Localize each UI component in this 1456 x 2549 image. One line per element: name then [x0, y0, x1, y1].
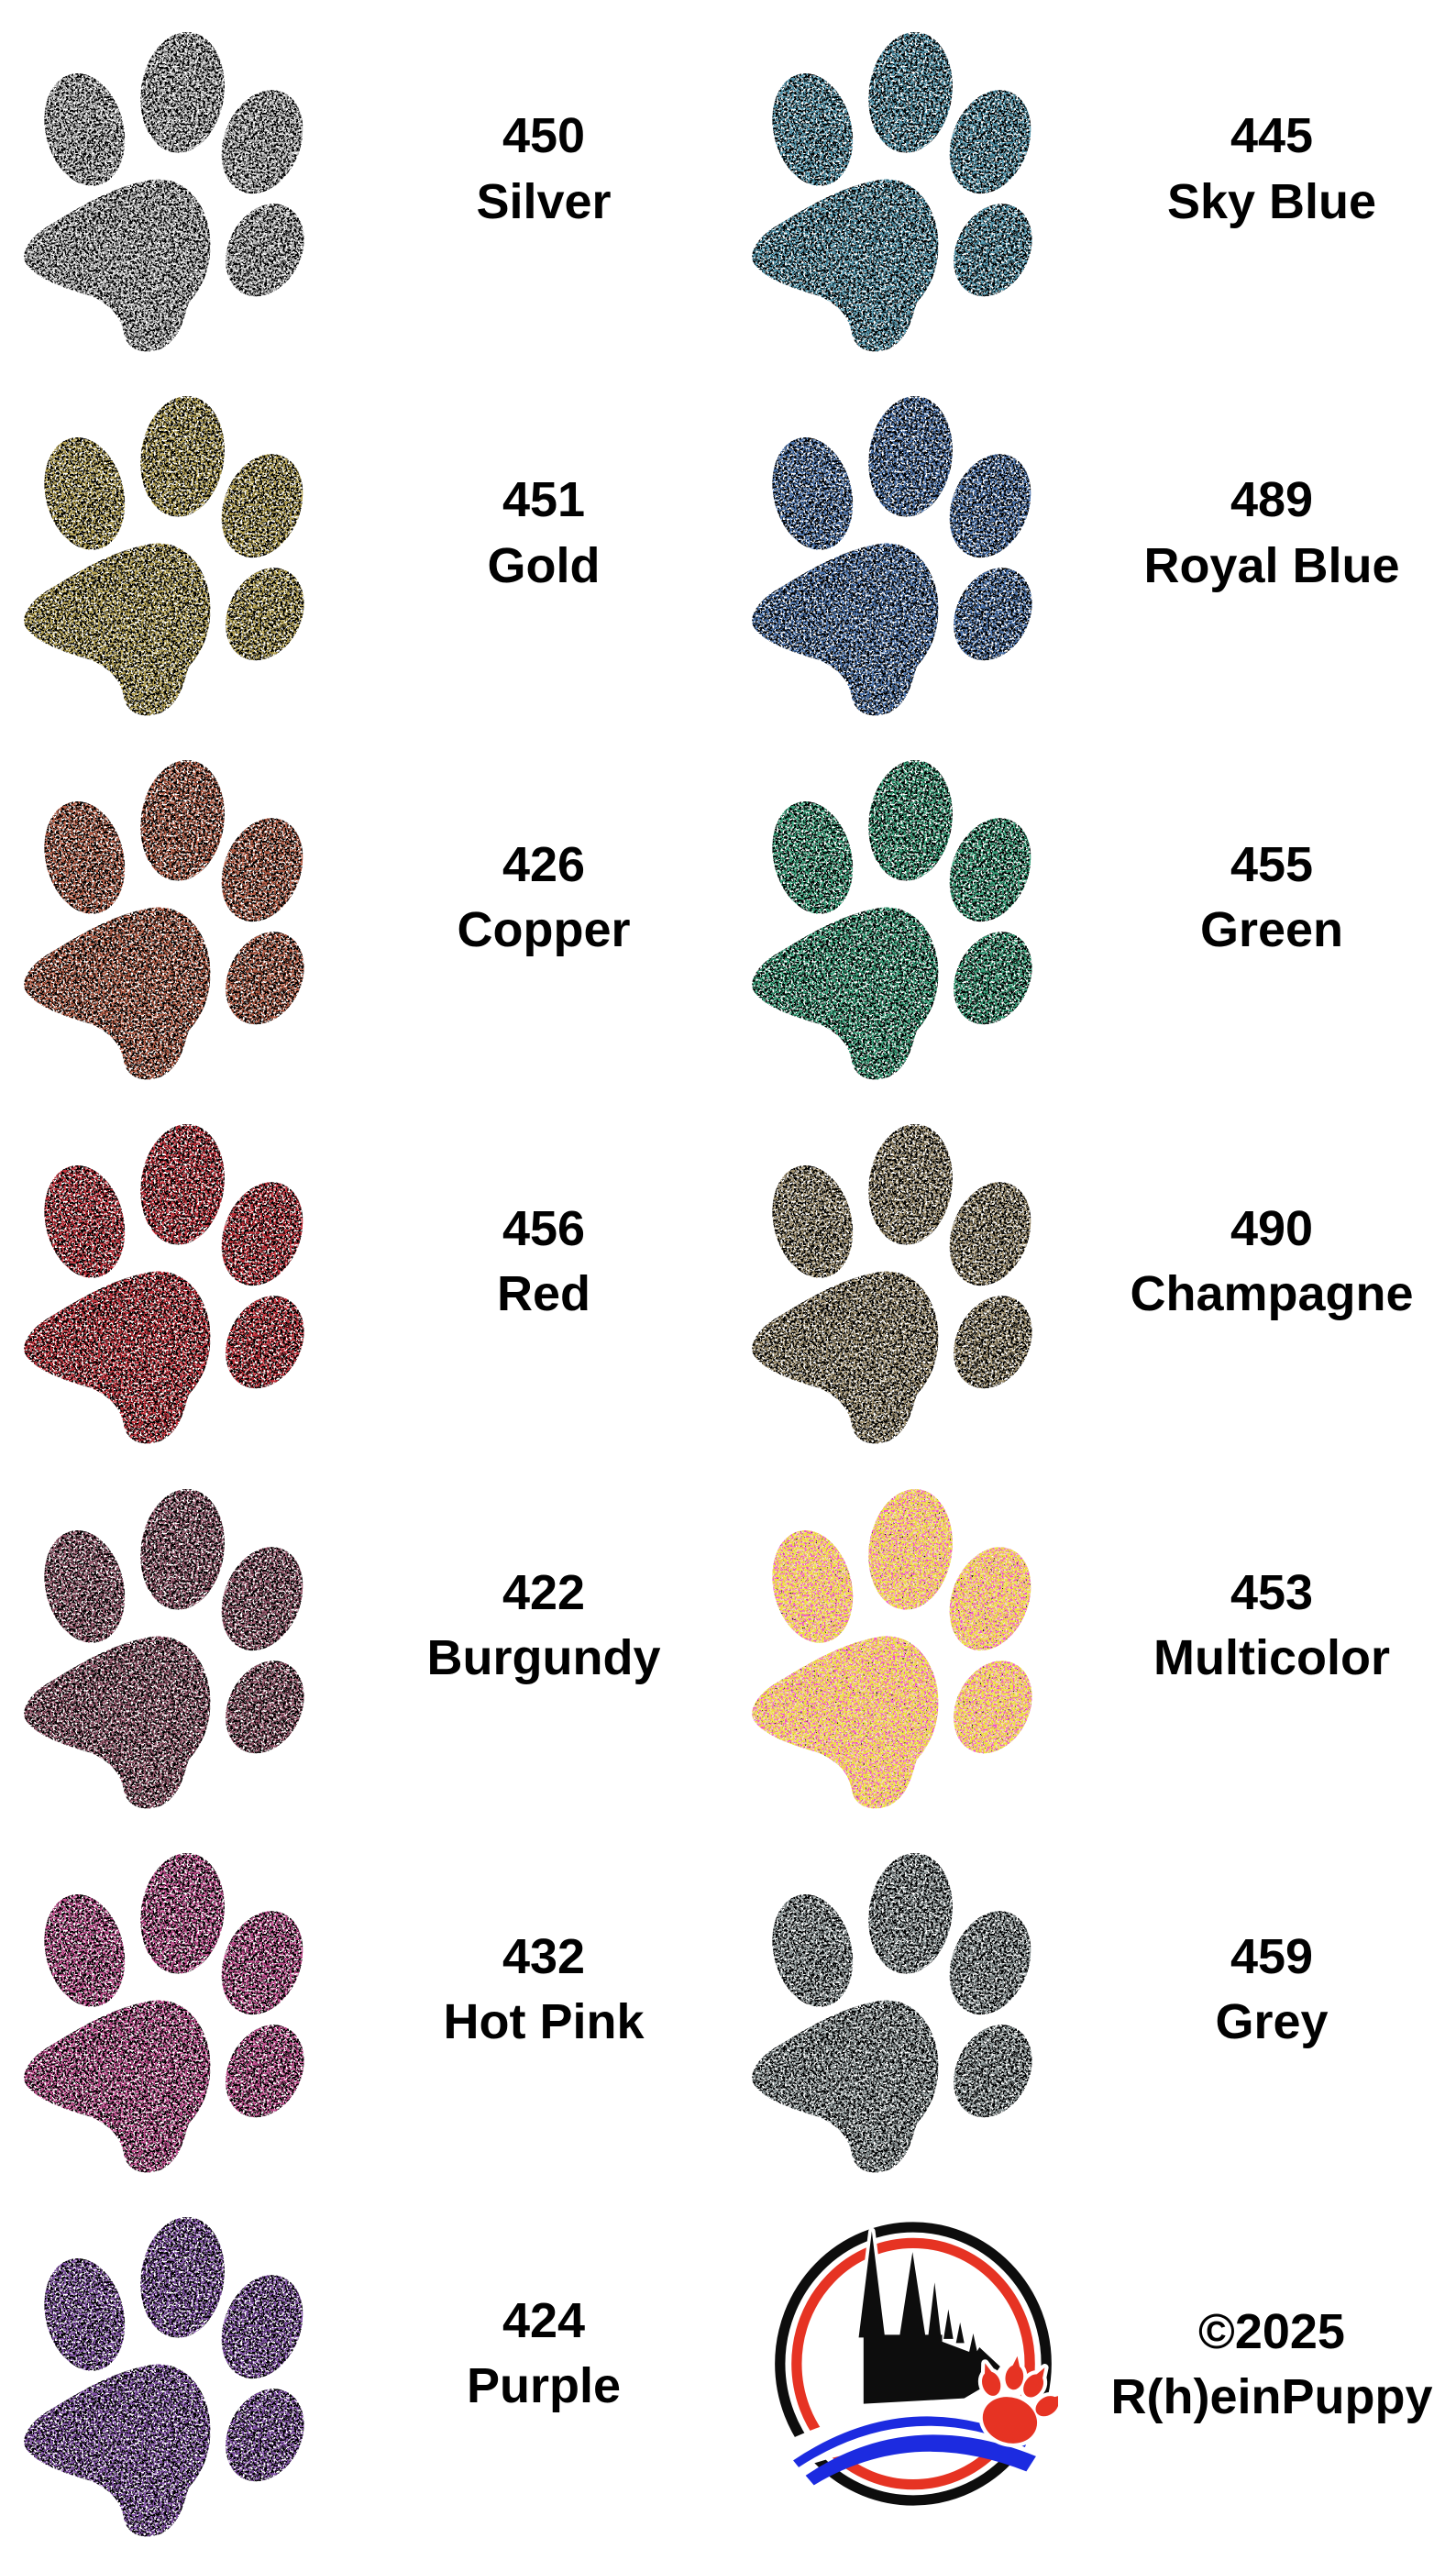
swatch-code: 456: [502, 1200, 586, 1256]
swatch-label: 456 Red: [365, 1079, 722, 1443]
swatch-label: 490 Champagne: [1093, 1079, 1450, 1443]
swatch-cell: 450 Silver: [0, 0, 728, 364]
swatch-code: 451: [502, 472, 586, 528]
swatch-name: Royal Blue: [1143, 537, 1400, 593]
swatch-code: 489: [1230, 472, 1314, 528]
swatch-code: 432: [502, 1929, 586, 1984]
brand-name: R(h)einPuppy: [1110, 2369, 1433, 2425]
swatch-cell: 490 Champagne: [728, 1092, 1456, 1456]
swatch-label: 459 Grey: [1093, 1808, 1450, 2172]
swatch-cell: 459 Grey: [728, 1821, 1456, 2185]
copyright-text: ©2025: [1198, 2304, 1345, 2360]
glitter-paw-graphic: [11, 10, 325, 357]
swatch-cell: 453 Multicolor: [728, 1457, 1456, 1821]
swatch-code: 490: [1230, 1200, 1314, 1256]
swatch-cell: 456 Red: [0, 1092, 728, 1456]
swatch-name: Multicolor: [1153, 1630, 1390, 1686]
glitter-paw-graphic: [739, 738, 1053, 1085]
paw-print-icon: [752, 1847, 1048, 2173]
paw-print-icon: [24, 1119, 320, 1444]
swatch-cell: 445 Sky Blue: [728, 0, 1456, 364]
glitter-paw-graphic: [739, 10, 1053, 357]
swatch-label: 424 Purple: [365, 2172, 722, 2536]
rheinpuppy-logo: [768, 2218, 1058, 2510]
paw-print-icon: [752, 755, 1048, 1080]
swatch-name: Burgundy: [426, 1630, 661, 1686]
glitter-paw-graphic: [11, 374, 325, 721]
glitter-paw-graphic: [11, 1467, 325, 1814]
swatch-name: Hot Pink: [443, 1994, 645, 2050]
swatch-label: 489 Royal Blue: [1093, 351, 1450, 715]
paw-print-icon: [24, 1847, 320, 2173]
brand-cell: ©2025 R(h)einPuppy: [728, 2185, 1456, 2549]
paw-print-icon: [752, 26, 1048, 352]
paw-print-icon: [24, 26, 320, 352]
logo-inner-ring: [791, 2237, 1035, 2490]
swatch-cell: 455 Green: [728, 728, 1456, 1092]
swatch-code: 424: [502, 2293, 586, 2349]
paw-print-icon: [24, 2211, 320, 2537]
swatch-label: 455 Green: [1093, 715, 1450, 1079]
swatch-cell: 432 Hot Pink: [0, 1821, 728, 2185]
logo-outer-ring: [775, 2222, 1052, 2506]
swatch-cell: 426 Copper: [0, 728, 728, 1092]
swatch-name: Copper: [457, 901, 631, 957]
glitter-paw-graphic: [11, 1831, 325, 2178]
swatch-code: 445: [1230, 108, 1314, 164]
rhine-river-icon: [775, 2409, 1046, 2486]
swatch-cell: 422 Burgundy: [0, 1457, 728, 1821]
paw-print-icon: [24, 755, 320, 1080]
swatch-code: 422: [502, 1564, 586, 1620]
swatch-code: 455: [1230, 836, 1314, 892]
swatch-label: 451 Gold: [365, 351, 722, 715]
swatch-name: Gold: [487, 537, 601, 593]
swatch-label: 453 Multicolor: [1093, 1444, 1450, 1808]
swatch-cell: 424 Purple: [0, 2185, 728, 2549]
swatch-code: 450: [502, 108, 586, 164]
swatch-cell: 451 Gold: [0, 364, 728, 728]
glitter-paw-graphic: [11, 738, 325, 1085]
glitter-paw-graphic: [11, 1102, 325, 1449]
swatch-code: 459: [1230, 1929, 1314, 1984]
paw-print-icon: [752, 391, 1048, 716]
swatch-name: Grey: [1215, 1994, 1329, 2050]
swatch-label: 432 Hot Pink: [365, 1808, 722, 2172]
swatch-name: Silver: [476, 173, 612, 229]
swatch-name: Champagne: [1130, 1265, 1414, 1321]
paw-print-icon: [24, 1483, 320, 1808]
paw-print-icon: [752, 1483, 1048, 1808]
swatch-name: Red: [496, 1265, 590, 1321]
glitter-paw-graphic: [739, 1831, 1053, 2178]
swatch-name: Green: [1199, 901, 1344, 957]
glitter-paw-graphic: [739, 1102, 1053, 1449]
swatch-label: 450 Silver: [365, 0, 722, 351]
swatch-label: 426 Copper: [365, 715, 722, 1079]
glitter-paw-graphic: [11, 2195, 325, 2542]
swatch-label: 445 Sky Blue: [1093, 0, 1450, 351]
glitter-paw-graphic: [739, 1467, 1053, 1814]
swatch-name: Purple: [466, 2358, 622, 2414]
swatch-cell: 489 Royal Blue: [728, 364, 1456, 728]
glitter-paw-graphic: [739, 374, 1053, 721]
paw-print-icon: [24, 391, 320, 716]
swatch-label: 422 Burgundy: [365, 1444, 722, 1808]
brand-label: ©2025 R(h)einPuppy: [1093, 2183, 1450, 2547]
paw-print-icon: [752, 1119, 1048, 1444]
swatch-code: 426: [502, 836, 586, 892]
swatch-name: Sky Blue: [1166, 173, 1377, 229]
swatch-code: 453: [1230, 1564, 1314, 1620]
